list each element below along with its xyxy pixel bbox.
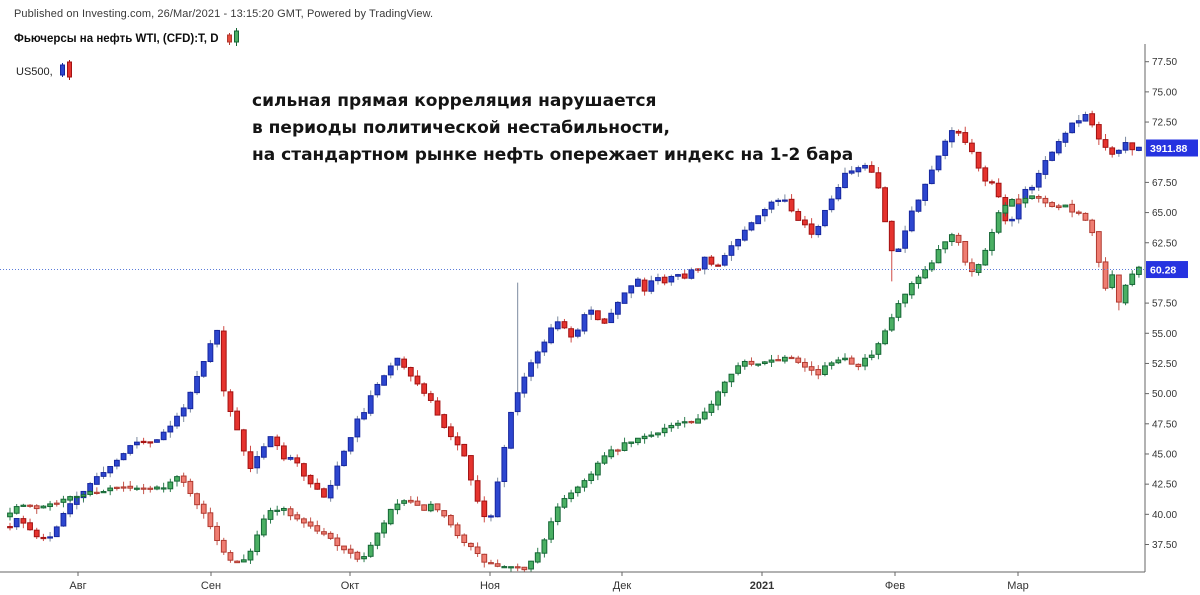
y-axis-tick-label: 57.50: [1152, 299, 1177, 310]
annotation-line-1: сильная прямая корреляция нарушается: [252, 91, 657, 111]
x-axis-month-label: Сен: [201, 580, 221, 592]
y-axis-tick-label: 67.50: [1152, 178, 1177, 189]
y-axis-tick-label: 62.50: [1152, 238, 1177, 249]
x-axis-month-label: Дек: [613, 580, 632, 592]
x-axis-month-label: Окт: [341, 580, 360, 592]
y-axis-tick-label: 42.50: [1152, 480, 1177, 491]
last-price-badge: 60.28: [1150, 264, 1176, 276]
y-axis-tick-label: 52.50: [1152, 359, 1177, 370]
x-axis-month-label: Ноя: [480, 580, 500, 592]
annotation-line-3: на стандартном рынке нефть опережает инд…: [252, 145, 854, 165]
analyst-annotation: сильная прямая корреляция нарушается в п…: [252, 88, 853, 169]
y-axis-tick-label: 47.50: [1152, 419, 1177, 430]
publish-line: Published on Investing.com, 26/Mar/2021 …: [14, 8, 434, 20]
x-axis-month-label: 2021: [750, 580, 774, 592]
y-axis-tick-label: 40.00: [1152, 510, 1177, 521]
us500-label: US500,: [16, 65, 53, 78]
y-axis-tick-label: 37.50: [1152, 540, 1177, 551]
candles-layer: [7, 110, 1142, 572]
y-axis-tick-label: 65.00: [1152, 208, 1177, 219]
last-price-badge: 3911.88: [1150, 143, 1188, 155]
y-axis-tick-label: 75.00: [1152, 87, 1177, 98]
wti-candles-icon: [226, 27, 241, 50]
annotation-line-2: в периоды политической нестабильности,: [252, 118, 670, 138]
y-axis-tick-label: 72.50: [1152, 118, 1177, 129]
y-axis-tick-label: 55.00: [1152, 329, 1177, 340]
y-axis-tick-label: 45.00: [1152, 449, 1177, 460]
us500-label-row: US500,: [16, 59, 74, 84]
y-axis-tick-label: 50.00: [1152, 389, 1177, 400]
x-axis-month-label: Авг: [69, 580, 86, 592]
instrument-title-row: Фьючерсы на нефть WTI, (CFD):T, D: [14, 27, 241, 50]
instrument-title: Фьючерсы на нефть WTI, (CFD):T, D: [14, 32, 219, 45]
y-axis-tick-label: 77.50: [1152, 57, 1177, 68]
x-axis-month-label: Мар: [1007, 580, 1029, 592]
x-axis-month-label: Фев: [885, 580, 905, 592]
us500-candles-icon: [59, 59, 74, 84]
